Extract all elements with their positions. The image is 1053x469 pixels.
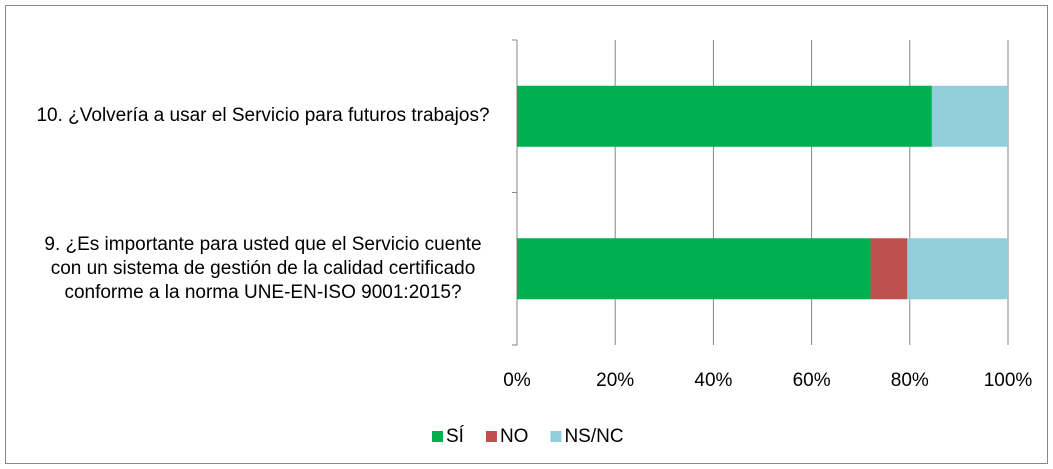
bar-segment — [907, 238, 1008, 300]
category-label: 9. ¿Es importante para usted que el Serv… — [44, 233, 482, 303]
bar-segment — [870, 238, 908, 300]
legend-label: SÍ — [446, 426, 465, 447]
x-tick-label: 0% — [503, 370, 531, 391]
legend-swatch — [550, 431, 562, 442]
category-label: 10. ¿Volvería a usar el Servicio para fu… — [36, 105, 490, 127]
legend-label: NO — [500, 426, 529, 447]
x-tick-label: 40% — [694, 370, 732, 391]
x-tick-label: 20% — [596, 370, 634, 391]
x-tick-label: 100% — [984, 370, 1033, 391]
legend-swatch — [485, 431, 497, 442]
bar-segment — [931, 85, 1008, 147]
x-tick-label: 60% — [793, 370, 831, 391]
x-tick-label: 80% — [891, 370, 929, 391]
legend-swatch — [432, 431, 443, 442]
chart-frame — [5, 5, 1048, 464]
legend-label: NS/NC — [564, 426, 623, 447]
bar-segment — [517, 85, 932, 147]
bar-segment — [517, 238, 871, 300]
